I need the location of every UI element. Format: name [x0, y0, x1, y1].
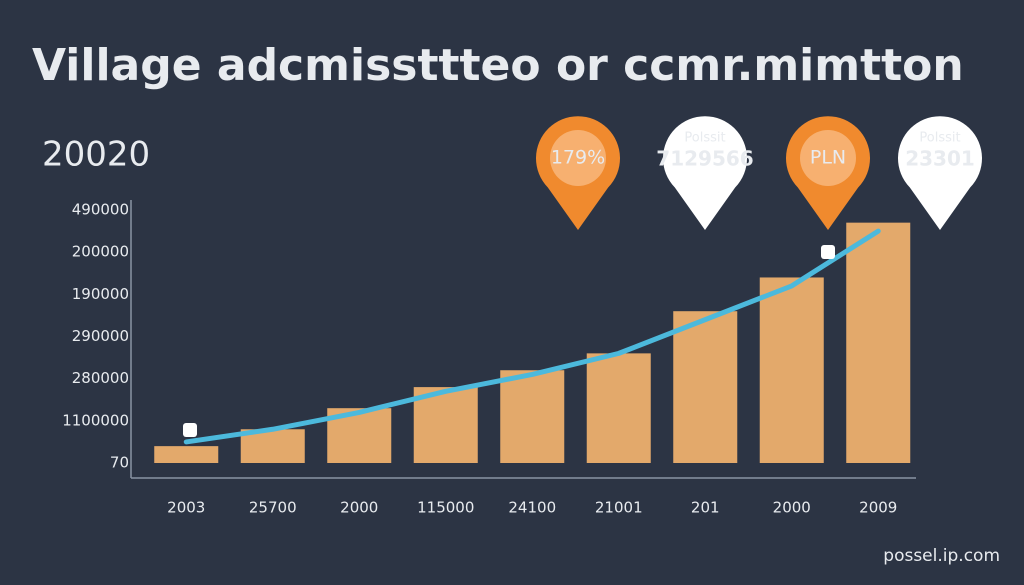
x-tick-label: 2003	[167, 499, 205, 517]
y-tick-label: 1100000	[62, 411, 129, 429]
trend-line	[183, 228, 881, 445]
bar	[673, 311, 738, 463]
pin-annotation: PLN	[786, 116, 871, 230]
y-tick-label: 290000	[72, 327, 129, 345]
pin-text: 7129566	[656, 147, 753, 171]
x-tick-label: 2000	[340, 499, 378, 517]
chart-subtitle: 20020	[42, 135, 150, 175]
pin-text: 179%	[551, 147, 605, 169]
y-tick-label: 200000	[72, 243, 129, 261]
x-tick-label: 2009	[859, 499, 897, 517]
y-tick-label: 280000	[72, 369, 129, 387]
pin-label: Polssit	[684, 131, 725, 146]
bar	[500, 370, 565, 463]
pin-text: PLN	[810, 147, 846, 169]
x-tick-label: 115000	[417, 499, 474, 517]
x-tick-label: 25700	[249, 499, 297, 517]
pin-inner	[550, 130, 606, 186]
pin-text: 23301	[905, 147, 975, 171]
bar	[846, 222, 911, 463]
x-tick-label: 201	[691, 499, 720, 517]
marker	[821, 245, 835, 259]
bar	[154, 446, 219, 463]
x-tick-label: 21001	[595, 499, 643, 517]
bar	[413, 387, 478, 463]
pin-shape	[897, 116, 982, 230]
pin-inner	[800, 130, 856, 186]
marker	[183, 423, 197, 437]
pin-shape	[662, 116, 747, 230]
y-tick-label: 70	[110, 454, 129, 472]
bar	[759, 277, 824, 463]
x-tick-label: 24100	[508, 499, 556, 517]
pin-annotation: 179%	[536, 116, 620, 230]
chart-title: Village adcmissttteo or ccmr.mimtton	[32, 40, 964, 91]
bar	[586, 353, 651, 463]
pin-label: Polssit	[919, 131, 960, 146]
y-tick-label: 190000	[72, 285, 129, 303]
footer: possel.ip.com	[883, 546, 1000, 566]
x-tick-label: 2000	[773, 499, 811, 517]
y-tick-label: 490000	[72, 201, 129, 219]
